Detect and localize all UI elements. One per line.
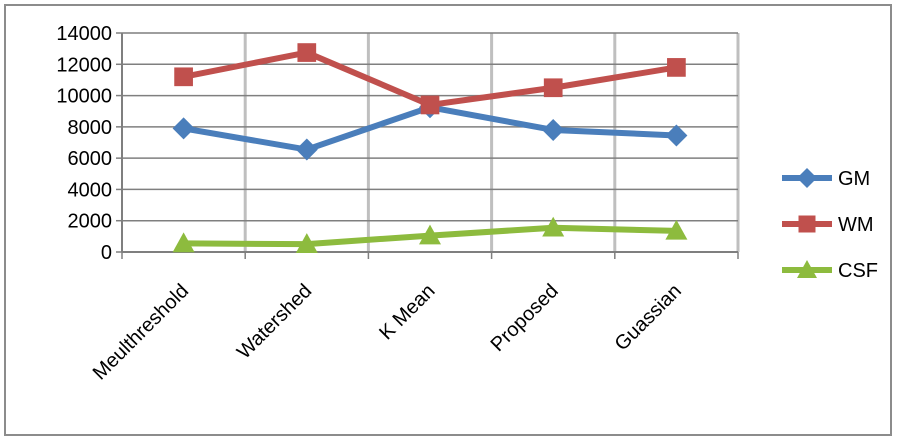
series-csf: [172, 216, 688, 253]
y-tick-label: 10000: [56, 86, 112, 108]
gridlines: [122, 32, 740, 253]
legend-item-csf: CSF: [782, 260, 878, 282]
y-tick-label: 4000: [68, 179, 113, 201]
data-point-wm: [297, 43, 317, 62]
axes: [121, 33, 738, 253]
data-point-gm: [295, 138, 318, 161]
data-point-csf: [419, 224, 441, 245]
x-tick-label: Meulthreshold: [89, 280, 193, 384]
data-point-csf: [172, 232, 195, 253]
x-tick-label: K Mean: [375, 280, 439, 344]
legend-item-gm: GM: [782, 168, 870, 190]
data-point-csf: [542, 216, 565, 237]
y-tick-label: 8000: [68, 117, 113, 139]
y-tick-label: 0: [101, 242, 112, 264]
y-axis-ticks: 0 2000 4000 6000 8000 10000 12000 14000: [56, 23, 122, 264]
x-tick-label: Proposed: [487, 280, 563, 356]
series-lines: [172, 43, 688, 253]
legend-marker-wm: [798, 215, 816, 233]
legend-marker-gm: [797, 168, 817, 188]
data-point-gm: [665, 124, 688, 147]
data-point-wm: [543, 78, 563, 98]
legend: GM WM CSF: [782, 168, 878, 282]
data-point-wm: [420, 95, 440, 115]
data-point-gm: [542, 118, 565, 141]
legend-item-wm: WM: [782, 214, 874, 236]
legend-label-csf: CSF: [838, 260, 878, 282]
x-tick-label: Guassian: [611, 280, 686, 355]
y-tick-label: 6000: [68, 148, 113, 170]
legend-label-wm: WM: [838, 214, 874, 236]
legend-label-gm: GM: [838, 168, 870, 190]
data-point-gm: [172, 117, 195, 140]
y-tick-label: 14000: [56, 23, 112, 45]
legend-marker-csf: [797, 260, 817, 278]
y-tick-label: 12000: [56, 54, 112, 76]
x-tick-label: Watershed: [233, 280, 316, 363]
data-point-wm: [174, 67, 193, 87]
data-point-csf: [295, 233, 318, 253]
y-tick-label: 2000: [68, 211, 113, 233]
data-point-csf: [665, 219, 688, 240]
data-point-wm: [667, 58, 686, 77]
series-wm: [174, 43, 686, 115]
x-axis-ticks: Meulthreshold Watershed K Mean Proposed Guas…: [89, 252, 739, 384]
